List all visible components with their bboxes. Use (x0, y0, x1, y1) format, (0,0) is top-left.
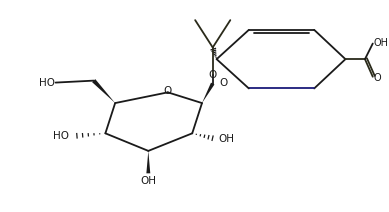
Polygon shape (202, 83, 214, 103)
Text: OH: OH (374, 38, 389, 47)
Text: O: O (164, 86, 172, 96)
Text: O: O (374, 73, 381, 83)
Text: HO: HO (53, 131, 69, 141)
Text: OH: OH (140, 176, 156, 186)
Text: HO: HO (39, 78, 54, 88)
Text: OH: OH (219, 134, 235, 144)
Polygon shape (92, 79, 115, 103)
Text: O: O (219, 78, 228, 88)
Text: O: O (209, 70, 217, 80)
Polygon shape (146, 151, 150, 173)
